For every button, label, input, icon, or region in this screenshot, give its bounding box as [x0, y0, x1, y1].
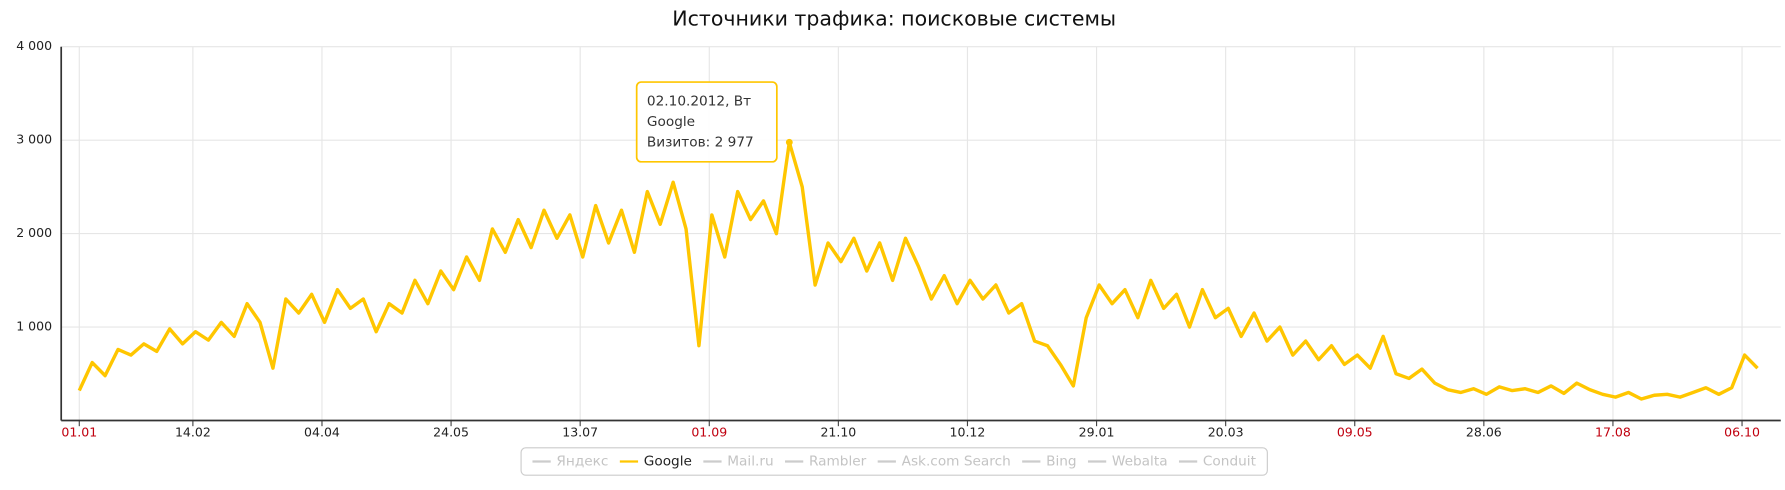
tooltip-text: 02.10.2012, Вт: [647, 93, 751, 109]
series-line: [77, 140, 1759, 401]
x-tick-label: 17.08: [1595, 425, 1631, 440]
tooltip: 02.10.2012, Вт Google Визитов: 2 977: [635, 81, 778, 163]
legend-item[interactable]: Rambler: [785, 454, 867, 470]
tooltip-text: Google: [647, 114, 695, 130]
x-tick-label: 04.04: [304, 425, 340, 440]
tooltip-point: [785, 138, 793, 146]
legend-item[interactable]: Яндекс: [532, 454, 608, 470]
x-tick-label: 14.02: [175, 425, 211, 440]
y-tick-label: 3 000: [16, 132, 52, 147]
legend-label: Conduit: [1203, 454, 1257, 470]
tooltip-box: [635, 81, 778, 163]
tooltip-text: Визитов: 2 977: [647, 134, 754, 150]
legend-item[interactable]: Conduit: [1178, 454, 1257, 470]
y-tick-label: 2 000: [16, 225, 52, 240]
x-tick-label: 28.06: [1466, 425, 1502, 440]
legend-label: Rambler: [809, 454, 867, 470]
y-tick-label: 4 000: [16, 38, 52, 53]
y-tick-label: 1 000: [16, 319, 52, 334]
x-tick-label: 01.09: [691, 425, 727, 440]
legend-label: Bing: [1046, 454, 1077, 470]
legend-label: Google: [644, 454, 692, 470]
legend: Яндекс Google Mail.ru Rambler Ask.com Search…: [520, 447, 1268, 476]
legend-item[interactable]: Mail.ru: [703, 454, 774, 470]
legend-item[interactable]: Ask.com Search: [877, 454, 1011, 470]
legend-item[interactable]: Webalta: [1087, 454, 1168, 470]
x-tick-label: 13.07: [562, 425, 598, 440]
x-tick-label: 01.01: [61, 425, 97, 440]
x-tick-label: 09.05: [1337, 425, 1373, 440]
x-tick-label: 29.01: [1079, 425, 1115, 440]
legend-label: Яндекс: [556, 454, 608, 470]
x-tick-label: 24.05: [433, 425, 469, 440]
x-tick-label: 20.03: [1208, 425, 1244, 440]
legend-label: Ask.com Search: [902, 454, 1011, 470]
x-tick-label: 06.10: [1724, 425, 1760, 440]
chart-title: Источники трафика: поисковые системы: [672, 6, 1116, 30]
legend-item[interactable]: Bing: [1022, 454, 1077, 470]
legend-item[interactable]: Google: [619, 454, 692, 470]
x-tick-label: 21.10: [820, 425, 856, 440]
legend-label: Webalta: [1112, 454, 1168, 470]
legend-label: Mail.ru: [727, 454, 773, 470]
x-tick-label: 10.12: [950, 425, 986, 440]
